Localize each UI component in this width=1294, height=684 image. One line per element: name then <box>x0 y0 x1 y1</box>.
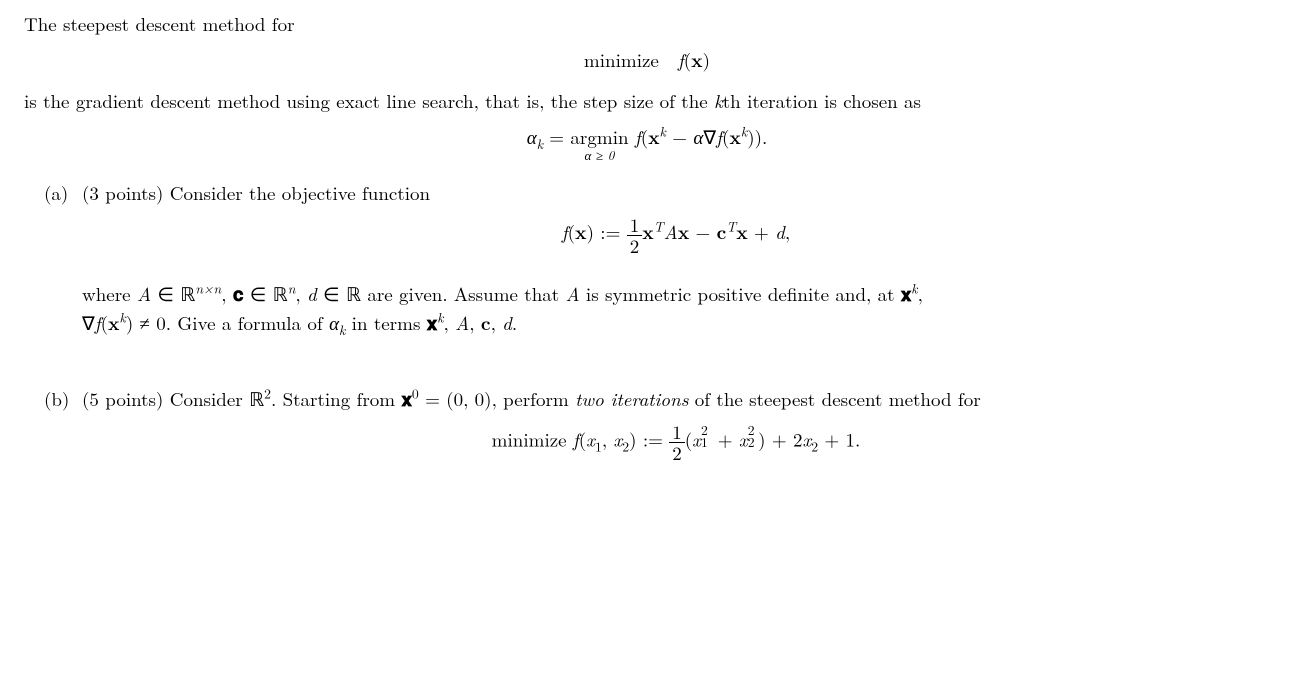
part-b-x0: 𝐱 <box>401 384 411 412</box>
part-b-x0-sup: 0 <box>412 383 419 402</box>
grad-xk2: 𝐱 <box>427 308 437 336</box>
sup-T1: T <box>654 217 664 236</box>
part-a-body: (3 points) Consider the objective functi… <box>82 179 1270 341</box>
grad-end: , A, c, d. <box>444 309 518 336</box>
grad-mid2: in terms <box>345 309 426 336</box>
where-mid: are given. Assume that <box>361 280 565 307</box>
equals: = <box>543 123 570 150</box>
grad-mid: ) ≠ 0. Give a formula of <box>126 309 329 336</box>
argmin-rhs-1: f(x <box>629 123 660 150</box>
argmin-stack: argminα ≥ 0 <box>570 123 628 162</box>
grad-xk2-sup: k <box>437 308 443 327</box>
eq-b-paren: (x <box>685 426 701 453</box>
part-a-where: where A ∈ ℝn×n, 𝐜 ∈ ℝn, d ∈ ℝ are given.… <box>82 280 1270 337</box>
eq-quadratic-f: f(x) := 12xTAx − cTx + d, <box>82 215 1270 256</box>
intro-line-2-prefix: is the gradient descent method using exa… <box>24 87 714 114</box>
part-b-lead2: . Starting from <box>271 385 402 412</box>
eq-b-x1-subsup: 21 <box>701 428 711 447</box>
alpha: α <box>527 123 537 150</box>
eq-b-frac-half: 12 <box>669 422 685 463</box>
intro-line-2: is the gradient descent method using exa… <box>24 87 1270 115</box>
where-Rnn-sup: n×n <box>195 278 221 297</box>
frac-den: 2 <box>627 236 643 256</box>
frac-half: 12 <box>627 215 643 256</box>
where-A2: A <box>565 280 579 307</box>
argmin-constraint: α ≥ 0 <box>570 148 628 161</box>
eq-minimize-fx: minimize f(x) <box>24 46 1270 74</box>
where-Rnn: ℝ <box>180 285 195 306</box>
grad-pre: ∇f(x <box>82 309 120 336</box>
eq-f-lhs: f(x) := <box>562 218 627 245</box>
intro-line-2-suffix: th iteration is chosen as <box>723 87 921 114</box>
eq-b-rest: ) + 2x <box>758 426 811 453</box>
eq-b-min: minimize <box>492 426 573 453</box>
eq-b-x1-sub: 1 <box>595 437 602 456</box>
part-b-label: (b) <box>44 385 82 477</box>
eq-b-tail: + 1. <box>818 426 860 453</box>
where-R: ℝ <box>346 285 361 306</box>
where-c2: , <box>295 280 307 307</box>
part-b-R2-sup: 2 <box>264 383 271 402</box>
eq-b-plus: + x <box>711 426 747 453</box>
eq-b-close: ) := <box>629 426 669 453</box>
eq-b-f: f(x <box>573 426 595 453</box>
where-Rn: ℝ <box>273 285 288 306</box>
part-b-lead4: of the steepest descent method for <box>688 385 980 412</box>
where-mid2: is symmetric positive definite and, at <box>580 280 901 307</box>
part-a-lead: Consider the objective function <box>163 179 430 206</box>
eq-minimize-fx-text: minimize f(x) <box>584 46 710 73</box>
part-b-body: (5 points) Consider ℝ2. Starting from 𝐱0… <box>82 385 1270 477</box>
where-A: A <box>137 280 151 307</box>
where-in1: ∈ <box>151 280 180 307</box>
sup-T2: T <box>726 217 736 236</box>
kth-k: k <box>714 87 723 114</box>
eq-alpha-k-argmin: αk = argminα ≥ 0 f(xk − α∇f(xk)). <box>24 123 1270 162</box>
where-in3: ∈ <box>317 280 346 307</box>
part-b-R2: ℝ <box>249 390 264 411</box>
grad-alpha: α <box>329 309 339 336</box>
part-a-points: (3 points) <box>82 179 163 206</box>
eq-b-frac-den: 2 <box>669 443 685 463</box>
part-a-label: (a) <box>44 179 82 341</box>
eq-b-x2-subsup: 22 <box>748 428 758 447</box>
part-b-lead3: = (0, 0), perform <box>419 385 575 412</box>
part-b-two-iter: two iterations <box>575 385 688 412</box>
part-b-lead1: Consider <box>163 385 249 412</box>
argmin-rhs-3: )). <box>747 123 767 150</box>
argmin-rhs-2: − α∇f(x <box>666 123 741 150</box>
part-b: (b) (5 points) Consider ℝ2. Starting fro… <box>44 385 1270 477</box>
part-b-points: (5 points) <box>82 385 163 412</box>
part-a: (a) (3 points) Consider the objective fu… <box>44 179 1270 341</box>
where-xk: 𝐱 <box>901 279 911 307</box>
eq-part-b-objective: minimize f(x1, x 2) := 12(x21 + x22) + 2x… <box>82 422 1270 463</box>
where-c1: , <box>221 280 233 307</box>
where-d: d <box>307 280 317 307</box>
where-end: , <box>918 280 923 307</box>
where-in2: ∈ <box>243 280 272 307</box>
intro-line-1: The steepest descent method for <box>24 10 1270 38</box>
eq-b-comma: , x <box>602 426 622 453</box>
where-pre: where <box>82 280 137 307</box>
eq-f-rhs: xTAx − cTx + d, <box>642 218 790 245</box>
where-c: 𝐜 <box>233 279 244 307</box>
